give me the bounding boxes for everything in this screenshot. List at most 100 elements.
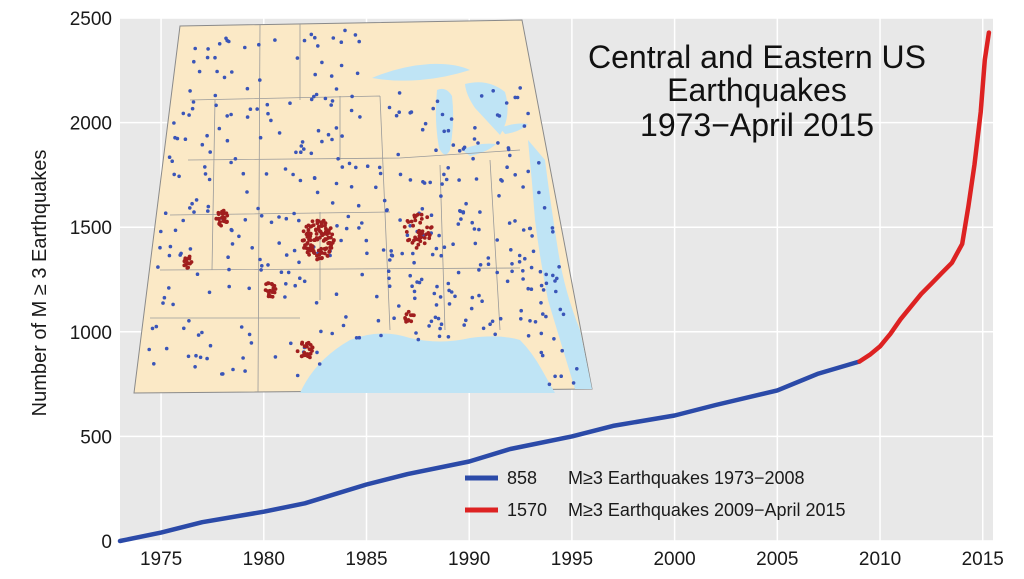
y-tick-label: 0 xyxy=(101,532,112,553)
map-dot xyxy=(230,70,234,74)
map-dot xyxy=(340,134,344,138)
map-dot xyxy=(404,312,409,317)
map-dot xyxy=(314,232,319,236)
map-dot xyxy=(177,174,181,179)
map-dot xyxy=(416,242,421,247)
map-dot xyxy=(347,161,352,166)
map-dot xyxy=(302,279,307,284)
map-dot xyxy=(301,238,306,243)
map-dot xyxy=(488,322,492,327)
map-dot xyxy=(405,233,410,237)
map-dot xyxy=(247,286,251,291)
map-dot xyxy=(319,221,324,226)
map-dot xyxy=(256,206,260,211)
map-dot xyxy=(456,222,461,226)
map-dot xyxy=(316,248,321,253)
map-dot xyxy=(241,171,246,176)
map-dot xyxy=(299,354,304,359)
map-dot xyxy=(314,92,319,97)
map-dot xyxy=(387,276,391,281)
map-dot xyxy=(270,290,275,294)
map-dot xyxy=(409,110,414,114)
map-dot xyxy=(331,36,336,40)
map-dot xyxy=(320,251,324,255)
map-dot xyxy=(194,353,198,358)
map-dot xyxy=(427,236,432,241)
map-dot xyxy=(183,257,188,262)
map-dot xyxy=(495,238,500,242)
series-line-1 xyxy=(857,30,992,364)
map-dot xyxy=(350,94,354,99)
map-dot xyxy=(239,325,244,329)
map-dot xyxy=(191,100,196,104)
map-dot xyxy=(505,165,509,169)
map-dot xyxy=(451,143,456,147)
map-dot xyxy=(322,238,326,243)
map-dot xyxy=(295,56,300,60)
map-dot xyxy=(259,214,264,218)
map-dot xyxy=(446,128,451,133)
map-dot xyxy=(217,42,222,46)
map-dot xyxy=(310,349,314,353)
map-dot xyxy=(539,301,543,305)
map-dot xyxy=(388,258,392,262)
map-dot xyxy=(509,248,513,252)
map-dot xyxy=(231,367,235,372)
map-dot xyxy=(517,260,522,264)
inset-map-gulf-of-mexico xyxy=(300,333,555,393)
map-dot xyxy=(513,95,517,100)
map-dot xyxy=(193,46,197,51)
map-dot xyxy=(152,362,156,366)
map-dot xyxy=(365,251,369,256)
map-dot xyxy=(386,269,391,274)
map-dot xyxy=(233,157,238,161)
y-tick-label: 500 xyxy=(80,427,112,448)
map-dot xyxy=(442,129,447,134)
map-dot xyxy=(161,301,165,305)
map-dot xyxy=(167,155,172,159)
map-dot xyxy=(477,293,481,298)
map-dot xyxy=(208,150,212,154)
y-axis-label: Number of M ≥ 3 Earthquakes xyxy=(29,150,51,417)
map-dot xyxy=(486,262,491,267)
map-dot xyxy=(200,330,204,335)
map-dot xyxy=(300,140,305,144)
map-dot xyxy=(402,225,407,229)
map-dot xyxy=(365,164,370,168)
map-dot xyxy=(270,282,275,287)
map-dot xyxy=(517,253,522,258)
map-dot xyxy=(329,74,334,78)
map-dot xyxy=(522,124,527,128)
map-dot xyxy=(283,167,288,171)
map-dot xyxy=(486,256,491,260)
map-dot xyxy=(206,47,210,51)
map-dot xyxy=(457,149,462,153)
map-dot xyxy=(559,374,563,379)
map-dot xyxy=(203,172,208,176)
map-dot xyxy=(451,242,455,246)
map-dot xyxy=(495,113,500,117)
map-dot xyxy=(248,107,253,111)
map-dot xyxy=(225,138,230,143)
map-dot xyxy=(539,283,544,288)
map-dot xyxy=(193,365,197,369)
map-dot xyxy=(258,257,262,262)
map-dot xyxy=(425,225,429,230)
map-dot xyxy=(159,229,163,234)
map-dot xyxy=(436,316,441,321)
map-dot xyxy=(418,220,423,225)
map-dot xyxy=(541,312,545,316)
map-dot xyxy=(302,344,307,349)
map-dot xyxy=(181,218,185,223)
map-dot xyxy=(364,238,369,243)
legend-count-0: 858 xyxy=(507,468,537,488)
inset-map-earthquake-dots xyxy=(147,28,579,387)
map-dot xyxy=(470,295,475,300)
y-axis-ticks: 0 500 1000 1500 2000 2500 xyxy=(70,9,112,553)
map-dot xyxy=(518,86,522,90)
map-dot xyxy=(194,198,199,202)
map-dot xyxy=(220,372,224,376)
map-dot xyxy=(258,135,263,140)
map-dot xyxy=(330,137,334,142)
